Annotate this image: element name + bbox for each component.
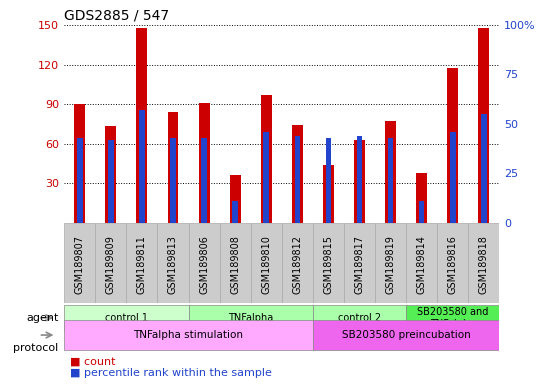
Text: GSM189809: GSM189809 [106, 235, 116, 294]
FancyBboxPatch shape [313, 223, 344, 303]
Text: GSM189806: GSM189806 [199, 235, 209, 294]
Text: ■ count: ■ count [70, 357, 116, 367]
Bar [74, 104, 85, 223]
Text: control 1: control 1 [105, 313, 148, 323]
FancyBboxPatch shape [344, 223, 375, 303]
FancyBboxPatch shape [468, 223, 499, 303]
Text: ■ percentile rank within the sample: ■ percentile rank within the sample [70, 368, 272, 378]
Bar [292, 125, 303, 223]
Bar [478, 28, 489, 223]
Bar [77, 138, 83, 223]
FancyBboxPatch shape [126, 223, 157, 303]
Text: TNFalpha stimulation: TNFalpha stimulation [133, 330, 243, 340]
Bar [419, 201, 425, 223]
Text: TNFalpha: TNFalpha [228, 313, 273, 323]
Text: GSM189815: GSM189815 [324, 235, 334, 294]
FancyBboxPatch shape [220, 223, 251, 303]
FancyBboxPatch shape [437, 223, 468, 303]
Text: GSM189819: GSM189819 [386, 235, 396, 294]
Bar [450, 132, 455, 223]
Text: GSM189812: GSM189812 [292, 235, 302, 294]
Bar [261, 95, 272, 223]
Text: GSM189817: GSM189817 [354, 235, 364, 294]
Text: control 2: control 2 [338, 313, 381, 323]
FancyBboxPatch shape [64, 305, 189, 331]
Text: agent: agent [26, 313, 59, 323]
FancyBboxPatch shape [406, 223, 437, 303]
Bar [385, 121, 396, 223]
FancyBboxPatch shape [313, 305, 406, 331]
Bar [263, 132, 269, 223]
FancyBboxPatch shape [282, 223, 313, 303]
Text: SB203580 and
TNFalpha: SB203580 and TNFalpha [417, 307, 488, 329]
Bar [354, 140, 365, 223]
Text: GSM189808: GSM189808 [230, 235, 240, 294]
Bar [232, 201, 238, 223]
FancyBboxPatch shape [95, 223, 126, 303]
Bar [201, 138, 207, 223]
Text: GSM189816: GSM189816 [448, 235, 458, 294]
Text: GSM189810: GSM189810 [261, 235, 271, 294]
Bar [388, 138, 393, 223]
Bar [323, 165, 334, 223]
Text: GSM189813: GSM189813 [168, 235, 178, 294]
FancyBboxPatch shape [406, 305, 499, 331]
Text: GDS2885 / 547: GDS2885 / 547 [64, 8, 169, 22]
Bar [230, 175, 240, 223]
FancyBboxPatch shape [189, 305, 313, 331]
Bar [295, 136, 300, 223]
Bar [199, 103, 209, 223]
Bar [416, 173, 427, 223]
FancyBboxPatch shape [251, 223, 282, 303]
FancyBboxPatch shape [313, 320, 499, 350]
Bar [481, 114, 487, 223]
Bar [448, 68, 458, 223]
Text: GSM189807: GSM189807 [75, 235, 85, 294]
Text: GSM189814: GSM189814 [417, 235, 427, 294]
Bar [139, 110, 145, 223]
Bar [105, 126, 116, 223]
Bar [137, 28, 147, 223]
Text: SB203580 preincubation: SB203580 preincubation [341, 330, 470, 340]
FancyBboxPatch shape [157, 223, 189, 303]
FancyBboxPatch shape [375, 223, 406, 303]
Text: protocol: protocol [13, 343, 59, 354]
Text: GSM189811: GSM189811 [137, 235, 147, 294]
FancyBboxPatch shape [189, 223, 220, 303]
Bar [170, 138, 176, 223]
FancyBboxPatch shape [64, 223, 95, 303]
Bar [167, 112, 179, 223]
FancyBboxPatch shape [64, 320, 313, 350]
Bar [108, 140, 114, 223]
Bar [357, 136, 362, 223]
Bar [326, 138, 331, 223]
Text: GSM189818: GSM189818 [479, 235, 489, 294]
